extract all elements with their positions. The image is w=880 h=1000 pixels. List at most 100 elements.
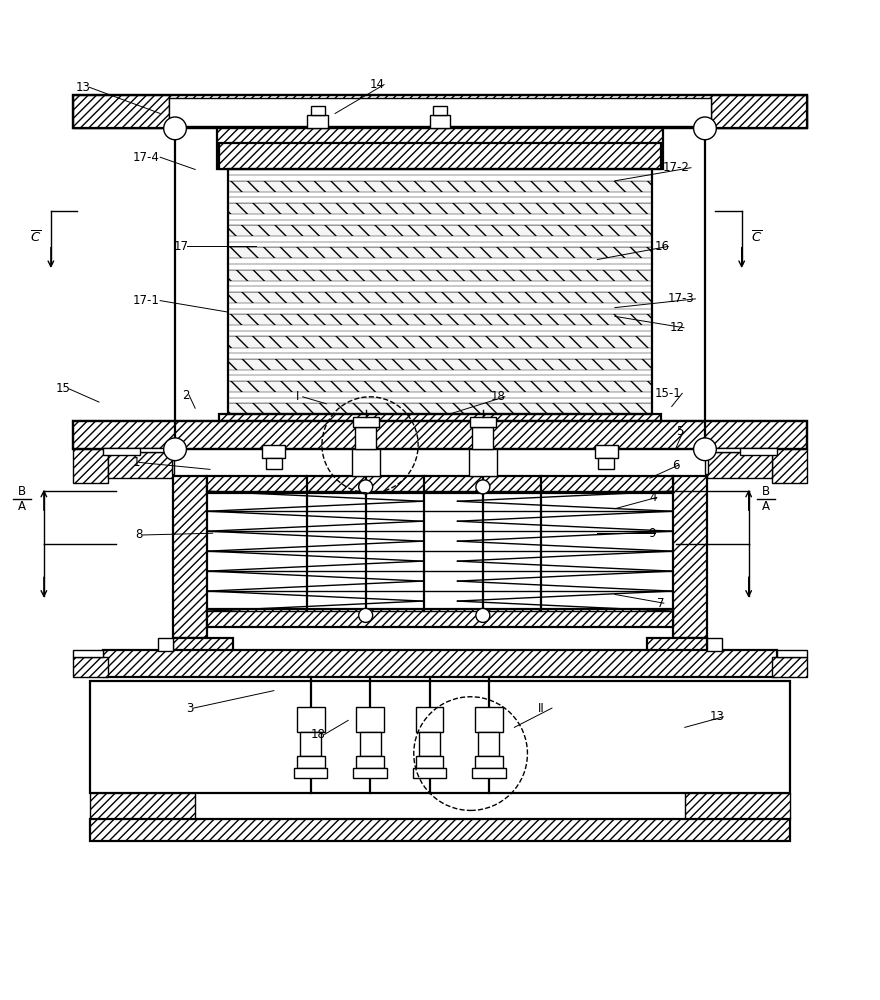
Bar [228, 270, 652, 281]
Bar [353, 417, 378, 427]
Text: 17-4: 17-4 [132, 151, 159, 164]
Bar [648, 638, 707, 657]
Text: 14: 14 [370, 78, 385, 91]
Text: 1: 1 [132, 456, 140, 469]
Text: 17-1: 17-1 [132, 294, 159, 307]
Bar [91, 793, 195, 819]
Bar [228, 336, 652, 348]
Text: 7: 7 [656, 597, 664, 610]
Bar [354, 768, 386, 778]
Bar [228, 197, 652, 203]
Circle shape [476, 608, 490, 622]
Bar [73, 449, 107, 483]
Bar [352, 449, 379, 476]
Bar [228, 264, 652, 270]
Bar [473, 427, 494, 449]
Bar [740, 448, 777, 455]
Text: 17-3: 17-3 [667, 292, 694, 305]
Text: 8: 8 [136, 528, 143, 541]
Bar [777, 650, 807, 657]
Bar [707, 452, 773, 478]
Bar [356, 707, 384, 732]
Text: 3: 3 [187, 702, 194, 715]
Text: I: I [296, 390, 299, 403]
Bar [228, 292, 652, 303]
Bar [228, 225, 652, 236]
Bar [685, 793, 789, 819]
Bar [415, 756, 444, 768]
Text: $\overline{C}$: $\overline{C}$ [31, 230, 41, 245]
Bar [228, 353, 652, 359]
Bar [356, 427, 376, 449]
Text: 17: 17 [173, 240, 188, 253]
Bar [673, 476, 707, 638]
Bar [773, 657, 807, 677]
Circle shape [359, 608, 372, 622]
Bar [73, 650, 103, 657]
Bar [300, 732, 321, 756]
Bar [103, 650, 777, 677]
Circle shape [359, 480, 372, 494]
Text: 9: 9 [648, 527, 656, 540]
Bar [707, 638, 722, 651]
Bar [73, 421, 807, 449]
Bar [73, 95, 169, 128]
Bar [297, 707, 325, 732]
Bar [228, 175, 652, 181]
Text: 6: 6 [671, 459, 679, 472]
Bar [419, 732, 440, 756]
Text: 18: 18 [491, 390, 506, 403]
Text: 2: 2 [182, 389, 189, 402]
Bar [475, 707, 503, 732]
Bar [360, 732, 380, 756]
Bar [469, 449, 497, 476]
Text: 13: 13 [709, 710, 724, 723]
Text: 13: 13 [76, 81, 91, 94]
Bar [228, 286, 652, 292]
Bar [107, 452, 173, 478]
Bar [173, 476, 207, 638]
Bar [228, 359, 652, 370]
Bar [307, 115, 328, 128]
Bar [103, 448, 140, 455]
Text: 15: 15 [55, 382, 70, 395]
Text: B: B [18, 485, 26, 498]
Bar [415, 707, 444, 732]
Bar [479, 732, 500, 756]
Bar [228, 247, 652, 258]
Text: 16: 16 [654, 240, 669, 253]
Text: $\overline{C}$: $\overline{C}$ [751, 230, 762, 245]
Bar [158, 638, 173, 651]
Bar [169, 98, 711, 126]
Bar [173, 638, 232, 657]
Bar [219, 143, 661, 169]
Bar [595, 445, 618, 458]
Bar [262, 445, 285, 458]
Bar [228, 242, 652, 247]
Circle shape [693, 438, 716, 461]
Bar [228, 169, 652, 414]
Bar [73, 657, 107, 677]
Text: 18: 18 [311, 728, 326, 741]
Bar [266, 458, 282, 469]
Bar [711, 95, 807, 128]
Bar [473, 768, 506, 778]
Bar [138, 448, 173, 452]
Bar [294, 768, 327, 778]
Text: 12: 12 [670, 321, 685, 334]
Bar [73, 421, 807, 449]
Bar [433, 106, 447, 115]
Bar [228, 314, 652, 325]
Bar [228, 331, 652, 336]
Bar [707, 448, 742, 452]
Bar [91, 681, 789, 793]
Bar [172, 456, 174, 474]
Text: A: A [18, 500, 26, 513]
Text: 5: 5 [676, 425, 684, 438]
Text: A: A [762, 500, 770, 513]
Bar [705, 456, 708, 474]
Bar [475, 756, 503, 768]
Bar [228, 203, 652, 214]
Bar [228, 403, 652, 414]
Text: B: B [762, 485, 770, 498]
